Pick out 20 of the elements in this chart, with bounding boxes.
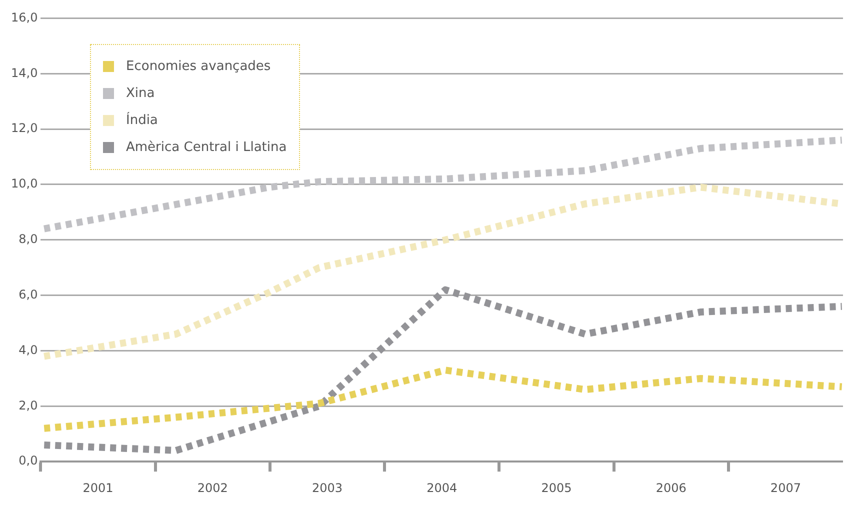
x-tick-label: 2007 <box>770 480 801 495</box>
y-tick-label: 4,0 <box>18 342 38 357</box>
y-tick-label: 2,0 <box>18 398 38 412</box>
legend-label: Amèrica Central i Llatina <box>126 140 287 155</box>
y-tick-label: 6,0 <box>18 287 38 302</box>
y-tick-label: 14,0 <box>11 66 38 80</box>
legend-label: Índia <box>126 113 158 128</box>
x-tick-label: 2003 <box>312 480 343 495</box>
x-tick-label: 2005 <box>541 480 572 495</box>
y-tick-label: 0,0 <box>18 454 38 468</box>
y-tick-label: 12,0 <box>11 121 38 136</box>
legend-label: Economies avançades <box>126 59 271 74</box>
x-tick-label: 2004 <box>426 480 458 495</box>
legend-label: Xina <box>126 86 155 101</box>
y-tick-label: 10,0 <box>11 176 38 191</box>
y-tick-label: 8,0 <box>18 232 38 246</box>
x-tick-label: 2006 <box>656 480 686 495</box>
x-tick-label: 2002 <box>197 480 228 495</box>
x-tick-label: 2001 <box>82 480 114 495</box>
y-tick-label: 16,0 <box>11 10 38 24</box>
